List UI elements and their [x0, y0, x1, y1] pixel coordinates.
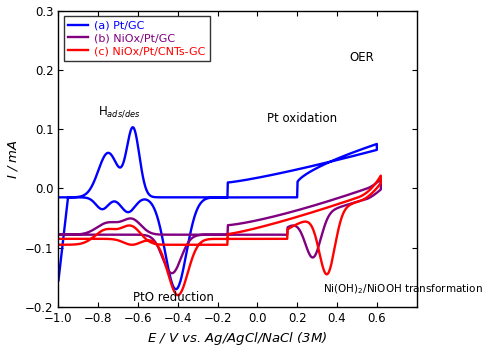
(b) NiOx/Pt/GC — [378, 177, 384, 181]
(a) Pt/GC — [96, 205, 102, 210]
X-axis label: $E$ / V vs. Ag/AgCl/NaCl (3M): $E$ / V vs. Ag/AgCl/NaCl (3M) — [147, 330, 328, 347]
(c) NiOx/Pt/CNTs-GC — [322, 206, 328, 210]
Line: (a) Pt/GC: (a) Pt/GC — [59, 127, 377, 289]
(b) NiOx/Pt/GC — [256, 233, 261, 237]
(c) NiOx/Pt/CNTs-GC — [297, 214, 302, 218]
(b) NiOx/Pt/GC — [96, 233, 102, 237]
Line: (b) NiOx/Pt/GC: (b) NiOx/Pt/GC — [59, 179, 381, 273]
(c) NiOx/Pt/CNTs-GC — [92, 233, 98, 238]
Y-axis label: $I$ / mA: $I$ / mA — [5, 139, 19, 179]
(a) Pt/GC — [253, 195, 259, 199]
(c) NiOx/Pt/CNTs-GC — [319, 207, 325, 211]
(c) NiOx/Pt/CNTs-GC — [260, 237, 266, 241]
(a) Pt/GC — [170, 195, 176, 199]
(b) NiOx/Pt/GC — [169, 271, 175, 275]
(b) NiOx/Pt/GC — [347, 192, 353, 196]
Line: (c) NiOx/Pt/CNTs-GC: (c) NiOx/Pt/CNTs-GC — [59, 176, 381, 295]
Text: OER: OER — [349, 51, 374, 64]
Text: Pt oxidation: Pt oxidation — [267, 112, 337, 125]
Text: PtO reduction: PtO reduction — [134, 291, 214, 304]
(c) NiOx/Pt/CNTs-GC — [193, 243, 199, 247]
(b) NiOx/Pt/GC — [171, 233, 177, 237]
Legend: (a) Pt/GC, (b) NiOx/Pt/GC, (c) NiOx/Pt/CNTs-GC: (a) Pt/GC, (b) NiOx/Pt/GC, (c) NiOx/Pt/C… — [64, 16, 210, 61]
(a) Pt/GC — [344, 155, 350, 160]
Text: Ni(OH)$_2$/NiOOH transformation: Ni(OH)$_2$/NiOOH transformation — [323, 282, 483, 296]
(a) Pt/GC — [68, 195, 74, 199]
(a) Pt/GC — [366, 144, 372, 149]
(a) Pt/GC — [56, 195, 61, 199]
(a) Pt/GC — [173, 287, 179, 291]
(a) Pt/GC — [130, 125, 136, 130]
(c) NiOx/Pt/CNTs-GC — [56, 237, 61, 241]
(b) NiOx/Pt/GC — [56, 233, 61, 237]
(c) NiOx/Pt/CNTs-GC — [378, 174, 384, 178]
(c) NiOx/Pt/CNTs-GC — [175, 293, 181, 297]
(a) Pt/GC — [56, 278, 61, 282]
(b) NiOx/Pt/GC — [370, 193, 376, 198]
(c) NiOx/Pt/CNTs-GC — [56, 243, 61, 247]
(b) NiOx/Pt/GC — [68, 233, 74, 237]
Text: H$_{ads/des}$: H$_{ads/des}$ — [98, 104, 141, 119]
(b) NiOx/Pt/GC — [56, 233, 61, 237]
